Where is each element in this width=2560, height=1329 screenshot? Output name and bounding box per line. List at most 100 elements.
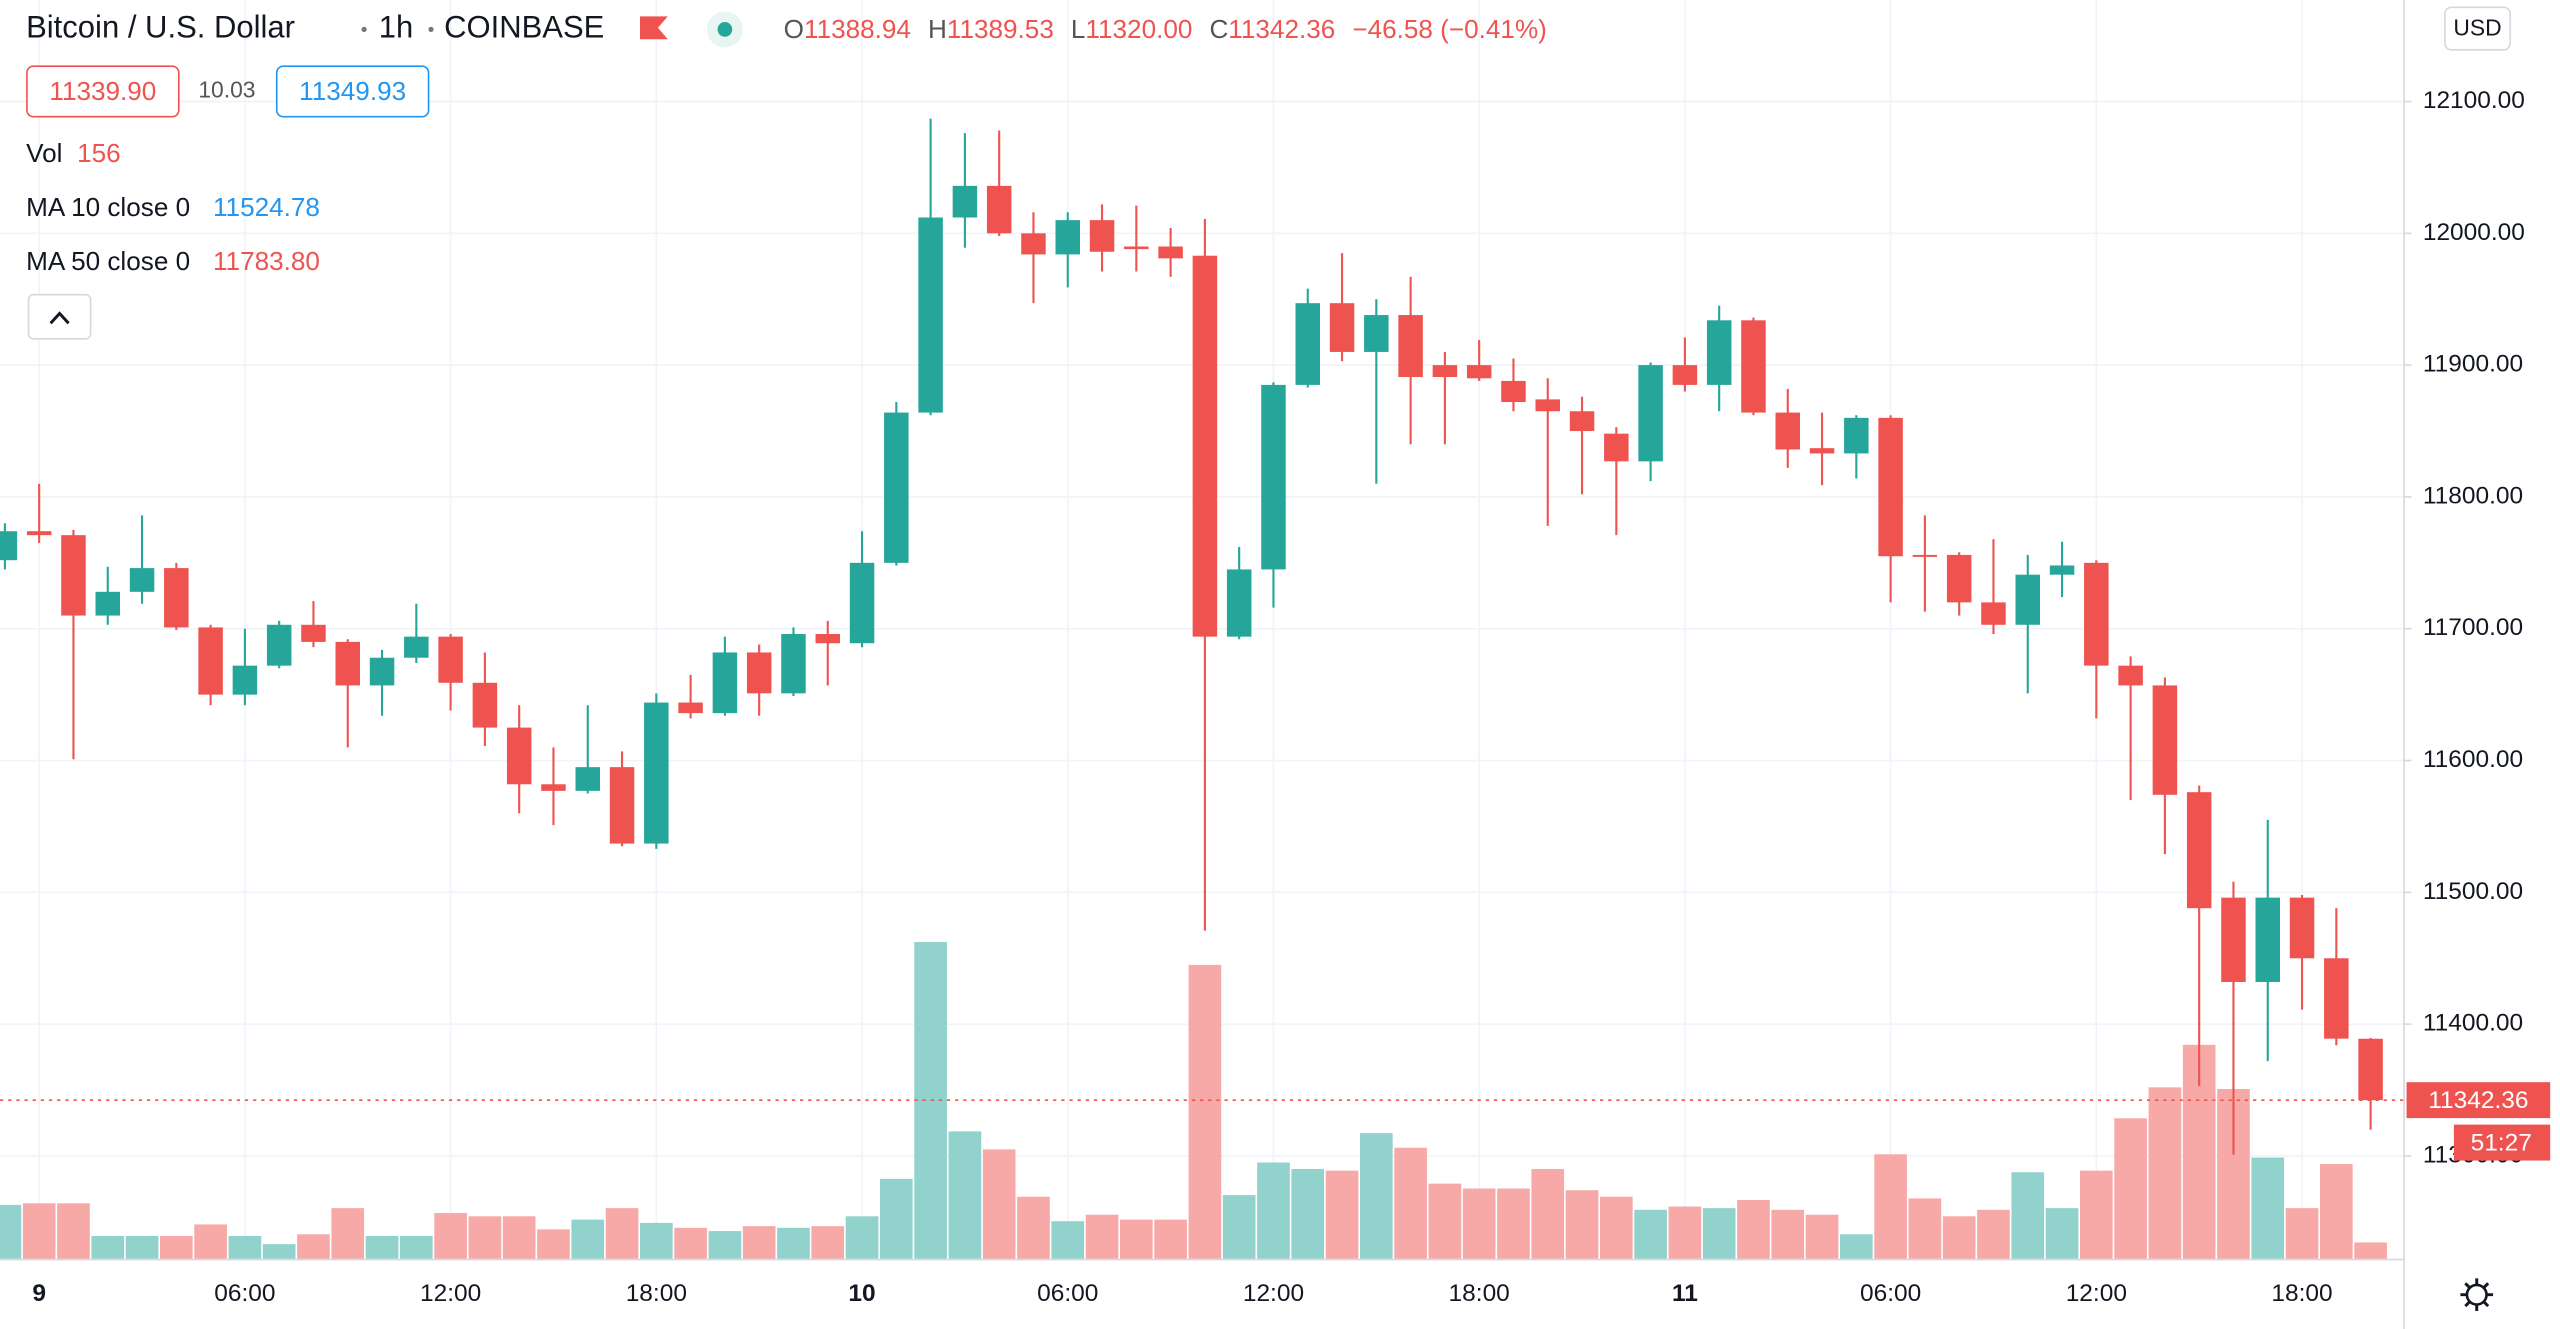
- candle-body: [678, 702, 703, 714]
- volume-bar: [1771, 1209, 1805, 1259]
- candle-body: [1398, 315, 1423, 377]
- legend-label: MA 50 close 0: [26, 246, 190, 276]
- currency-button[interactable]: [2444, 6, 2512, 51]
- volume-bar: [297, 1234, 330, 1259]
- currency[interactable]: USD: [2453, 14, 2501, 40]
- candle-body: [541, 784, 566, 791]
- volume-bar: [194, 1224, 227, 1259]
- volume-bar: [262, 1244, 296, 1259]
- volume-bar: [1120, 1219, 1153, 1259]
- volume-bar: [1325, 1170, 1359, 1259]
- interval: 1h: [379, 10, 414, 45]
- x-tick-label: 18:00: [2271, 1280, 2332, 1307]
- y-tick-label: 11800.00: [2423, 482, 2523, 509]
- volume-bar: [1874, 1154, 1907, 1259]
- candle-body: [2358, 1038, 2383, 1101]
- volume-bar: [160, 1235, 193, 1259]
- y-tick-label: 12100.00: [2423, 87, 2525, 114]
- candle-body: [1741, 320, 1766, 413]
- volume-bar: [537, 1229, 570, 1259]
- candle-body: [2221, 897, 2246, 982]
- change: −46.58 (−0.41%): [1352, 14, 1547, 44]
- candle-body: [815, 634, 840, 644]
- candle-body: [1124, 246, 1149, 250]
- x-tick-label: 10: [848, 1280, 875, 1307]
- x-tick-label: 11: [1672, 1280, 1698, 1307]
- volume-bar: [434, 1213, 467, 1259]
- candle-body: [1912, 554, 1938, 557]
- x-tick-label: 12:00: [1243, 1280, 1304, 1307]
- candle-body: [1021, 233, 1046, 255]
- settings-icon[interactable]: [2460, 1278, 2494, 1312]
- sell-button[interactable]: [26, 65, 180, 118]
- ma50-legend: MA 50 close 0 11783.80: [26, 246, 320, 276]
- volume-bar: [1908, 1198, 1942, 1259]
- volume-bar: [1291, 1168, 1325, 1259]
- countdown-box: [2453, 1124, 2551, 1161]
- bid-price[interactable]: 11339.90: [49, 76, 156, 106]
- candle-body: [781, 634, 806, 694]
- ask-price[interactable]: 11349.93: [299, 76, 406, 106]
- candle-layer: [0, 118, 2383, 1155]
- candle-body: [1192, 255, 1218, 637]
- legend-value: 11524.78: [213, 192, 320, 222]
- volume-bar: [91, 1235, 125, 1259]
- candle-body: [849, 562, 875, 644]
- volume-bar: [1977, 1209, 2010, 1259]
- volume-bar: [22, 1203, 56, 1259]
- gear-teeth: [2460, 1278, 2494, 1312]
- volume-bar: [982, 1149, 1016, 1259]
- exchange: COINBASE: [444, 10, 604, 45]
- volume-bar: [2011, 1172, 2045, 1259]
- y-tick-label: 12000.00: [2423, 219, 2525, 246]
- volume-bar: [1737, 1199, 1770, 1259]
- candle-body: [2152, 685, 2178, 795]
- candle-body: [1775, 412, 1800, 450]
- x-tick-label: 06:00: [1037, 1280, 1098, 1307]
- collapse-button[interactable]: [27, 293, 92, 340]
- volume-bar: [845, 1216, 879, 1259]
- candle-body: [1672, 365, 1698, 385]
- volume-bar: [1600, 1196, 1633, 1259]
- candle-body: [2324, 958, 2349, 1039]
- candle-body: [1706, 320, 1732, 385]
- volume-bar: [331, 1208, 365, 1259]
- flag-icon[interactable]: [640, 16, 668, 40]
- volume-bar: [228, 1235, 262, 1259]
- buy-button[interactable]: [275, 65, 430, 118]
- gear-ring: [2465, 1283, 2488, 1306]
- candle-body: [1295, 303, 1320, 385]
- candle-body: [918, 217, 943, 413]
- candle-body: [1981, 602, 2006, 625]
- candle-body: [2289, 897, 2315, 959]
- candle-body: [472, 682, 498, 728]
- candle-body: [2049, 565, 2075, 575]
- volume-bar: [2045, 1208, 2079, 1259]
- volume-bar: [948, 1131, 982, 1259]
- volume-bar: [2080, 1170, 2113, 1259]
- candle-body: [506, 727, 532, 785]
- legend-label: Vol: [26, 138, 62, 168]
- candle-body: [369, 657, 395, 686]
- candle-body: [644, 702, 669, 844]
- ohlc-value: 11388.94: [804, 14, 911, 44]
- candle-body: [952, 185, 978, 218]
- legend-value: 156: [77, 138, 121, 168]
- candle-body: [1158, 246, 1183, 259]
- volume-bar: [1634, 1209, 1667, 1259]
- candle-body: [746, 652, 772, 694]
- volume-bar: [1222, 1195, 1256, 1259]
- x-tick-label: 12:00: [2066, 1280, 2127, 1307]
- volume-bar: [1017, 1196, 1050, 1259]
- volume-bar: [2251, 1157, 2285, 1259]
- candle-body: [575, 767, 600, 791]
- volume-bar: [365, 1235, 399, 1259]
- volume-legend: Vol 156: [26, 138, 121, 168]
- ohlc-value: 11389.53: [947, 14, 1054, 44]
- volume-layer: [0, 942, 2387, 1259]
- volume-bar: [1531, 1168, 1565, 1259]
- volume-bar: [571, 1219, 605, 1259]
- candle-body: [1329, 303, 1355, 352]
